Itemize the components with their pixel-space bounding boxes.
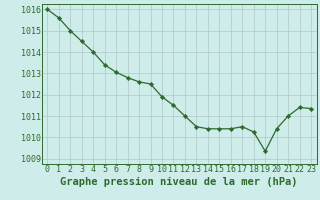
X-axis label: Graphe pression niveau de la mer (hPa): Graphe pression niveau de la mer (hPa) [60, 176, 298, 187]
